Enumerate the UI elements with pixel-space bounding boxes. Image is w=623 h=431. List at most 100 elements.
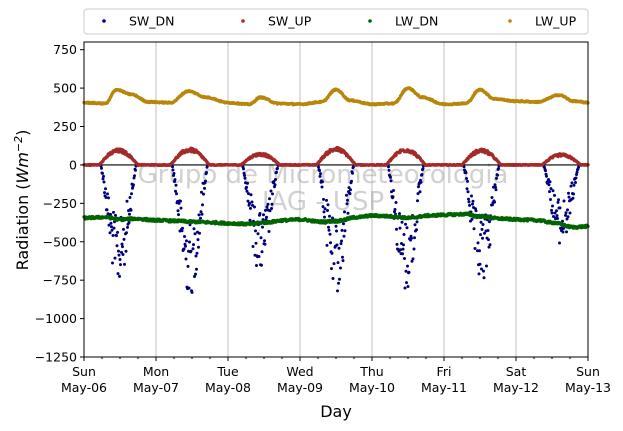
SW_DN-point-210 bbox=[187, 286, 191, 290]
SW_DN-point-925 bbox=[545, 174, 548, 178]
SW_DN-point-974 bbox=[569, 184, 573, 188]
SW_DN-point-235 bbox=[200, 190, 203, 194]
SW_DN-point-185 bbox=[175, 192, 178, 196]
SW_DN-point-62 bbox=[113, 256, 117, 260]
legend-label-LW_UP: LW_UP bbox=[535, 14, 577, 29]
SW_DN-point-40 bbox=[102, 180, 106, 184]
SW_DN-point-520 bbox=[342, 234, 346, 238]
SW_DN-point-648 bbox=[406, 285, 410, 288]
SW_DN-point-800 bbox=[482, 276, 486, 280]
SW_DN-point-811 bbox=[488, 220, 491, 224]
SW_DN-point-951 bbox=[558, 241, 561, 245]
SW_DN-point-637 bbox=[401, 252, 404, 256]
SW_DN-point-241 bbox=[203, 186, 206, 190]
SW_DN-point-650 bbox=[407, 270, 411, 274]
SW_DN-point-180 bbox=[172, 172, 176, 175]
SW_DN-point-957 bbox=[561, 219, 564, 223]
SW_DN-point-79 bbox=[122, 227, 125, 231]
y-tick-label-6: 250 bbox=[53, 119, 77, 134]
series-SW_UP bbox=[82, 145, 590, 167]
SW_DN-point-479 bbox=[322, 197, 325, 201]
SW_DN-point-527 bbox=[346, 198, 349, 202]
SW_DN-point-618 bbox=[391, 195, 395, 199]
SW_DN-point-77 bbox=[121, 245, 124, 249]
SW_DN-point-972 bbox=[568, 211, 572, 215]
SW_DN-point-770 bbox=[467, 200, 471, 204]
SW_DN-point-234 bbox=[199, 210, 203, 214]
SW_DN-point-372 bbox=[268, 209, 272, 213]
SW_DN-point-338 bbox=[251, 245, 255, 248]
y-axis-title-text: Radiation ( bbox=[13, 183, 32, 270]
SW_DN-point-510 bbox=[337, 246, 341, 250]
SW_DN-point-208 bbox=[186, 264, 190, 268]
SW_DN-point-39 bbox=[102, 174, 105, 178]
SW_DN-point-532 bbox=[348, 192, 352, 196]
SW_DN-point-101 bbox=[133, 174, 136, 178]
SW_DN-point-515 bbox=[340, 239, 343, 243]
SW_DN-point-220 bbox=[192, 227, 196, 231]
x-axis: SunMay-06MonMay-07TueMay-08WedMay-09ThuM… bbox=[61, 357, 611, 395]
SW_DN-point-822 bbox=[493, 183, 497, 187]
legend-marker-LW_UP bbox=[508, 19, 512, 23]
SW_DN-point-182 bbox=[173, 178, 177, 182]
SW_DN-point-780 bbox=[472, 227, 476, 231]
SW_DN-point-986 bbox=[575, 170, 579, 174]
SW_DN-point-375 bbox=[270, 207, 273, 210]
SW_DN-point-513 bbox=[339, 266, 342, 270]
SW_DN-point-78 bbox=[121, 253, 125, 256]
SW_DN-point-65 bbox=[115, 234, 118, 238]
x-tick-label-date-0: May-06 bbox=[61, 380, 107, 395]
SW_DN-point-808 bbox=[486, 229, 490, 232]
SW_DN-point-371 bbox=[268, 197, 271, 201]
SW_DN-point-55 bbox=[110, 225, 113, 229]
SW_DN-point-936 bbox=[550, 211, 554, 215]
SW_DN-point-666 bbox=[415, 220, 419, 224]
SW_DN-point-193 bbox=[179, 199, 182, 203]
SW_DN-point-639 bbox=[402, 243, 405, 247]
SW_DN-point-69 bbox=[117, 249, 120, 253]
SW_DN-point-613 bbox=[389, 175, 392, 179]
SW_DN-point-376 bbox=[270, 202, 274, 206]
SW_DN-point-947 bbox=[556, 217, 559, 220]
SW_DN-point-489 bbox=[327, 225, 330, 229]
SW_DN-point-644 bbox=[404, 269, 408, 273]
SW_DN-point-481 bbox=[323, 215, 326, 219]
x-tick-label-date-1: May-07 bbox=[133, 380, 179, 395]
SW_DN-point-224 bbox=[194, 254, 198, 258]
SW_DN-point-537 bbox=[351, 171, 354, 175]
SW_DN-point-638 bbox=[401, 247, 405, 251]
SW_DN-point-521 bbox=[343, 210, 346, 214]
SW_DN-point-345 bbox=[255, 264, 258, 267]
SW_DN-point-829 bbox=[497, 167, 500, 171]
SW_DN-point-334 bbox=[249, 193, 253, 197]
SW_DN-point-328 bbox=[246, 199, 250, 203]
SW_DN-point-326 bbox=[245, 189, 249, 193]
SW_DN-point-767 bbox=[466, 179, 469, 183]
SW_DN-point-66 bbox=[115, 244, 119, 248]
SW_DN-point-496 bbox=[330, 251, 334, 255]
SW_DN-point-72 bbox=[118, 258, 122, 261]
SW_DN-point-491 bbox=[328, 214, 331, 218]
SW_DN-point-522 bbox=[343, 229, 347, 233]
SW_DN-point-508 bbox=[336, 261, 340, 265]
SW_DN-point-667 bbox=[416, 199, 419, 203]
SW_DN-point-614 bbox=[389, 179, 393, 183]
SW_DN-point-196 bbox=[180, 229, 184, 233]
SW_DN-point-965 bbox=[565, 230, 568, 234]
SW_DN-point-485 bbox=[325, 198, 328, 202]
SW_DN-point-361 bbox=[263, 239, 266, 243]
SW_DN-point-58 bbox=[111, 234, 115, 237]
SW_DN-point-48 bbox=[106, 212, 110, 216]
SW_DN-point-676 bbox=[420, 173, 424, 176]
SW_DN-point-341 bbox=[253, 205, 256, 209]
x-tick-label-date-7: May-13 bbox=[565, 380, 611, 395]
x-tick-label-day-2: Tue bbox=[216, 364, 239, 379]
SW_DN-point-490 bbox=[327, 228, 331, 232]
SW_DN-point-535 bbox=[350, 179, 353, 183]
SW_DN-point-103 bbox=[134, 168, 137, 172]
SW_DN-point-377 bbox=[271, 192, 274, 196]
SW_DN-point-625 bbox=[395, 227, 398, 231]
SW_DN-point-56 bbox=[110, 228, 114, 232]
SW_DN-point-343 bbox=[254, 229, 257, 233]
SW_DN-point-348 bbox=[256, 232, 260, 236]
